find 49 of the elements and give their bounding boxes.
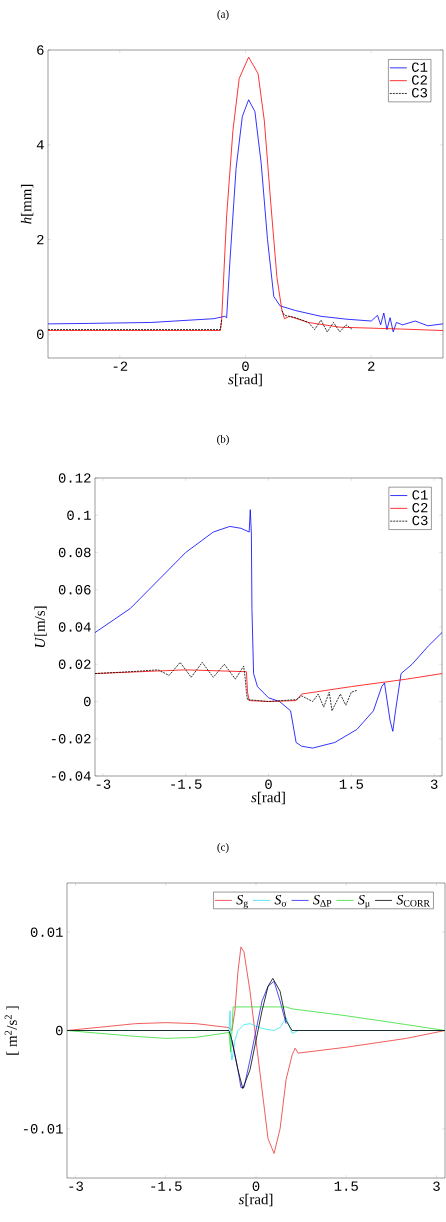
legend-label: C1 [412,490,428,500]
legend-label: C1 [411,62,428,72]
y-tick-label: -0.04 [51,771,91,781]
legend-label: C3 [411,88,428,98]
legend-label: S$_{μ}$ [358,895,370,909]
x-axis-title: s[rad] [251,791,285,805]
y-tick-label: 2 [37,234,44,245]
x-tick-label: -3 [96,779,111,789]
y-tick-label: 4 [36,140,44,150]
y-tick-label: 0.01 [30,927,63,937]
y-tick-label: -0.01 [23,1124,63,1134]
x-axis-title: s[rad] [228,373,262,387]
y-axis-title: h[mm] [20,184,34,224]
y-tick-label: 0.06 [58,585,91,595]
chart-title: (b) [217,435,229,445]
y-axis-title: U[m/s] [34,606,47,648]
y-axis-title: [ m$^{2}$/s$^{2}$ ] [4,1006,19,1055]
y-tick-label: 0 [83,696,91,707]
x-tick-label: 1.5 [334,1181,358,1191]
y-tick-label: 0.02 [58,659,91,669]
chart-title: (c) [217,843,229,853]
x-tick-label: 2 [368,361,375,371]
y-tick-label: 0.1 [67,510,91,520]
legend-label: S$_{CORR}$ [396,895,430,907]
x-tick-label: -2 [113,361,128,371]
legend-label: S$_{σ}$ [274,895,287,907]
legend-label: S$_{ΔP}$ [313,895,332,907]
x-axis-title: s[rad] [238,1193,273,1207]
x-tick-label: -1.5 [151,1181,182,1191]
legend-label: C2 [412,502,428,513]
x-tick-label: -3 [69,1181,83,1191]
y-tick-label: 0.08 [58,547,91,558]
x-tick-label: 0 [252,1181,260,1191]
legend-label: C2 [411,75,427,85]
legend-label: S$_{g}$ [236,895,248,909]
y-tick-label: -0.02 [51,734,91,744]
x-tick-label: 1.5 [339,779,364,789]
legend-label: C3 [412,515,428,526]
x-tick-label: 0 [265,779,272,789]
y-tick-label: 0.04 [58,622,91,632]
y-tick-label: 0 [36,329,44,340]
y-tick-label: 0 [55,1025,63,1036]
y-tick-label: 0.12 [58,473,91,483]
y-tick-label: 6 [37,45,44,55]
x-tick-label: 3 [430,779,438,789]
x-tick-label: 0 [242,361,249,371]
x-tick-label: 3 [433,1181,440,1191]
x-tick-label: -1.5 [171,779,202,789]
chart-title: (a) [217,10,229,20]
